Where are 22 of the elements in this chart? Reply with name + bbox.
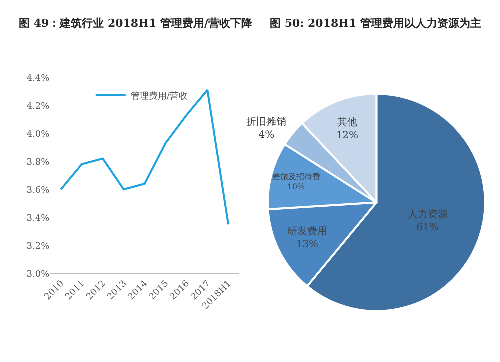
slice-label: 研发费用 <box>287 225 328 238</box>
y-tick-label: 3.2% <box>26 242 50 252</box>
chart-title: 图 49：建筑行业 2018H1 管理费用/营收下降 <box>19 17 254 30</box>
slice-label: 人力资源 <box>408 208 448 221</box>
data-label: 12% <box>336 130 359 142</box>
y-tick-label: 4.0% <box>26 130 50 140</box>
slice-label: 折旧摊销 <box>246 116 287 128</box>
data-label: 13% <box>296 239 318 250</box>
legend-label: 管理费用/营收 <box>130 90 188 102</box>
chart-title: 图 50: 2018H1 管理费用以人力资源为主 <box>270 17 482 30</box>
y-tick-label: 4.2% <box>26 102 50 112</box>
y-tick-label: 3.8% <box>26 158 50 168</box>
slice-label: 其他 <box>337 116 358 128</box>
y-tick-label: 3.6% <box>26 186 50 196</box>
y-tick-label: 3.0% <box>26 270 50 280</box>
line-series <box>60 89 230 226</box>
y-tick-label: 4.4% <box>26 74 50 84</box>
data-label: 10% <box>287 182 306 192</box>
y-tick-label: 3.4% <box>26 214 50 224</box>
data-label: 4% <box>258 130 275 141</box>
slice-label: 差旅及招待费 <box>272 172 320 182</box>
data-label: 61% <box>416 222 439 234</box>
